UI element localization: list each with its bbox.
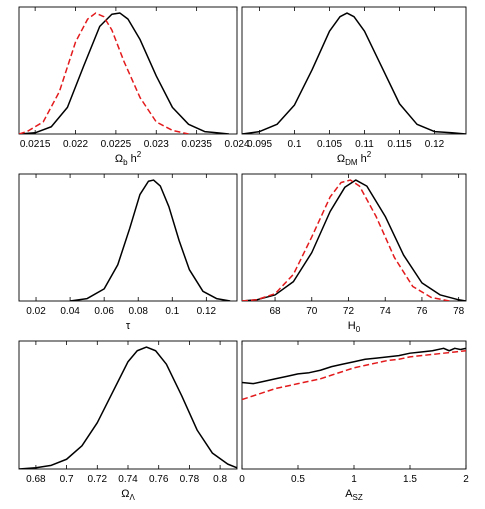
x-tick-label: 0.024 bbox=[224, 139, 249, 150]
solid-series-line bbox=[19, 346, 237, 469]
axes-frame bbox=[18, 6, 238, 135]
x-axis-label: H0 bbox=[348, 320, 361, 334]
panel-1: 0.0215 0.022 0.0225 0.023 0.0235 0.024 Ωb h2 bbox=[18, 6, 250, 167]
x-tick-label: 0.115 bbox=[387, 139, 412, 150]
x-tick-label: 76 bbox=[416, 306, 428, 317]
x-tick-label: 0.8 bbox=[213, 474, 227, 485]
solid-series-line bbox=[19, 12, 230, 134]
x-tick-label: 0.06 bbox=[94, 306, 114, 317]
solid-series-line bbox=[242, 179, 466, 301]
x-axis-label: τ bbox=[126, 320, 131, 332]
solid-series-line bbox=[242, 347, 466, 385]
x-tick-label: 0.04 bbox=[60, 306, 80, 317]
panel-2: 0.095 0.1 0.105 0.11 0.115 0.12 ΩDM h2 bbox=[241, 6, 467, 167]
dashed-series-line bbox=[242, 350, 466, 401]
axes-frame bbox=[241, 6, 467, 135]
panel-3: 0.02 0.04 0.06 0.08 0.1 0.12 τ bbox=[18, 173, 238, 332]
panel-5: 0.68 0.7 0.72 0.74 0.76 0.78 0.8 ΩΛ bbox=[18, 340, 238, 502]
panel-4: 68 70 72 74 76 78 H0 bbox=[241, 173, 467, 334]
x-tick-label: 0.78 bbox=[180, 474, 200, 485]
x-tick-label: 0.7 bbox=[60, 474, 74, 485]
x-tick-label: 0.08 bbox=[128, 306, 148, 317]
x-tick-label: 0.023 bbox=[144, 139, 169, 150]
x-tick-label: 0.72 bbox=[88, 474, 108, 485]
panel-6: 0 0.5 1 1.5 2 ASZ bbox=[239, 340, 469, 502]
x-tick-label: 0.0235 bbox=[181, 139, 212, 150]
dashed-series-line bbox=[242, 179, 450, 301]
x-tick-label: 0 bbox=[239, 474, 245, 485]
x-tick-label: 2 bbox=[463, 474, 469, 485]
x-tick-label: 0.12 bbox=[425, 139, 445, 150]
x-axis-label: ΩDM h2 bbox=[337, 150, 372, 167]
x-tick-label: 0.74 bbox=[118, 474, 138, 485]
x-tick-label: 1 bbox=[351, 474, 357, 485]
x-tick-label: 74 bbox=[380, 306, 392, 317]
x-tick-label: 0.1 bbox=[288, 139, 302, 150]
x-axis-label: ASZ bbox=[345, 488, 363, 502]
solid-series-line bbox=[242, 12, 466, 134]
x-tick-label: 0.105 bbox=[317, 139, 342, 150]
x-tick-label: 78 bbox=[453, 306, 465, 317]
x-tick-label: 0.0215 bbox=[20, 139, 51, 150]
x-tick-label: 0.5 bbox=[291, 474, 305, 485]
x-tick-label: 0.12 bbox=[197, 306, 217, 317]
x-axis-label: Ωb h2 bbox=[115, 150, 142, 167]
solid-series-line bbox=[69, 179, 231, 301]
dashed-series-line bbox=[19, 12, 189, 134]
axes-frame bbox=[241, 340, 467, 470]
axes-frame bbox=[18, 340, 238, 470]
x-tick-label: 70 bbox=[306, 306, 318, 317]
axes-frame bbox=[241, 173, 467, 302]
x-axis-label: ΩΛ bbox=[121, 488, 135, 502]
x-tick-label: 72 bbox=[343, 306, 355, 317]
x-tick-label: 68 bbox=[269, 306, 281, 317]
x-tick-label: 1.5 bbox=[403, 474, 417, 485]
x-tick-label: 0.095 bbox=[247, 139, 272, 150]
x-tick-label: 0.02 bbox=[26, 306, 46, 317]
x-tick-label: 0.68 bbox=[26, 474, 46, 485]
axes-frame bbox=[18, 173, 238, 302]
x-tick-label: 0.0225 bbox=[101, 139, 132, 150]
x-tick-label: 0.1 bbox=[165, 306, 179, 317]
x-tick-label: 0.11 bbox=[355, 139, 374, 150]
x-tick-label: 0.022 bbox=[63, 139, 88, 150]
x-tick-label: 0.76 bbox=[149, 474, 169, 485]
